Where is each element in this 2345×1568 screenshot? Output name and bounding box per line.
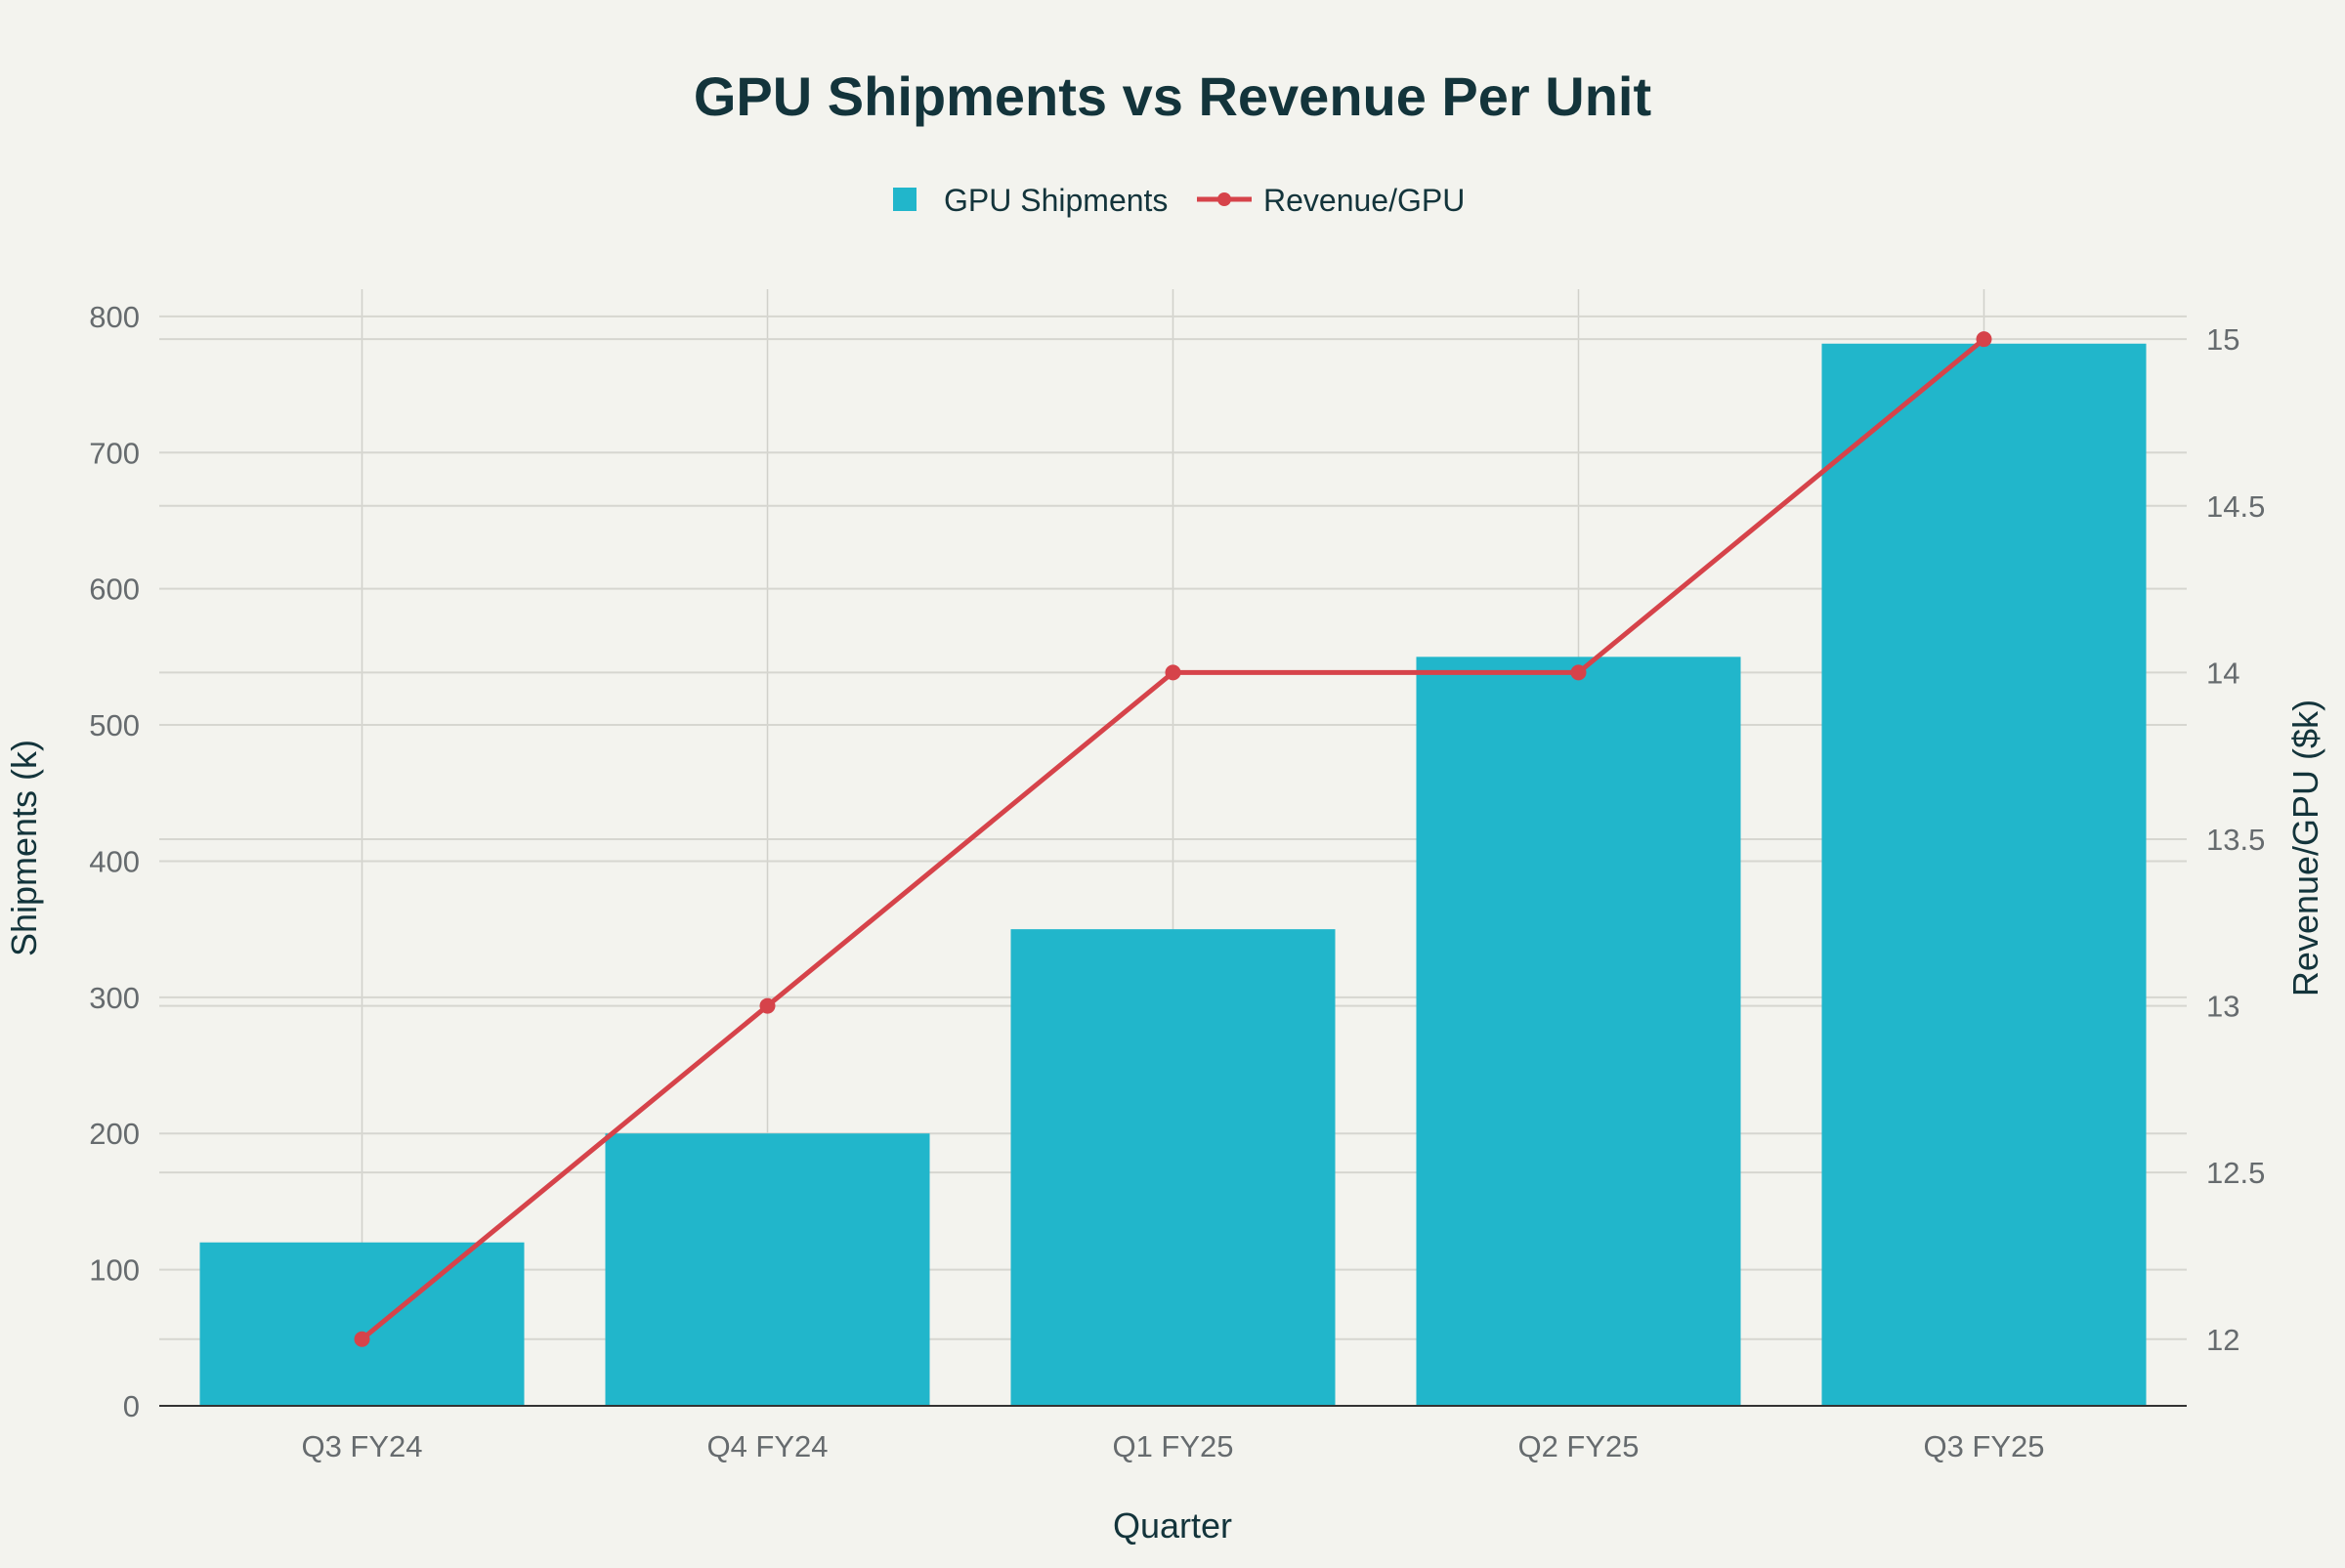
x-tick-label: Q4 FY24 [706,1429,828,1463]
bar [605,1133,930,1406]
revenue-point [354,1331,370,1347]
legend-line-marker [1217,192,1231,206]
bar [199,1242,525,1406]
x-axis-title: Quarter [1113,1505,1232,1546]
legend-label-revenue: Revenue/GPU [1263,183,1465,218]
line-layer [354,331,1992,1347]
y-right-tick-label: 14.5 [2206,489,2265,524]
y-right-tick-label: 12 [2206,1323,2239,1357]
chart-title: GPU Shipments vs Revenue Per Unit [694,65,1651,127]
y-left-tick-label: 100 [89,1253,140,1288]
legend-item-line[interactable]: Revenue/GPU [1197,183,1465,218]
x-tick-label: Q3 FY24 [301,1429,422,1463]
y-left-tick-label: 400 [89,844,140,878]
legend[interactable]: GPU Shipments Revenue/GPU [893,183,1465,218]
axes-layer: 0 100 200 300 400 500 600 700 800 12 12.5 13 13.5 14 1… [89,300,2265,1463]
legend-label-shipments: GPU Shipments [944,183,1168,218]
x-tick-label: Q2 FY25 [1517,1429,1639,1463]
bar [1821,343,2147,1406]
bar [1010,929,1336,1406]
revenue-point [759,997,776,1014]
revenue-point [1976,331,1992,348]
x-tick-label: Q3 FY25 [1923,1429,2044,1463]
y-left-tick-label: 0 [123,1389,140,1423]
y-left-tick-label: 200 [89,1117,140,1151]
x-tick-label: Q1 FY25 [1112,1429,1233,1463]
y-left-tick-label: 300 [89,981,140,1015]
y-right-tick-label: 13.5 [2206,823,2265,857]
y-right-tick-label: 13 [2206,990,2239,1024]
y-axis-left-title: Shipments (k) [4,740,44,956]
y-left-tick-label: 700 [89,436,140,470]
y-left-tick-label: 800 [89,300,140,334]
bar [1416,657,1741,1406]
revenue-point [1570,664,1587,681]
legend-bar-swatch [893,188,917,211]
y-right-tick-label: 15 [2206,322,2239,357]
y-right-tick-label: 14 [2206,656,2239,690]
y-right-tick-label: 12.5 [2206,1156,2265,1190]
y-axis-right-title: Revenue/GPU ($k) [2285,699,2325,996]
y-left-tick-label: 500 [89,708,140,742]
revenue-point [1165,664,1181,681]
legend-item-bar[interactable]: GPU Shipments [893,183,1168,218]
y-left-tick-label: 600 [89,572,140,607]
bars-layer [199,343,2147,1406]
